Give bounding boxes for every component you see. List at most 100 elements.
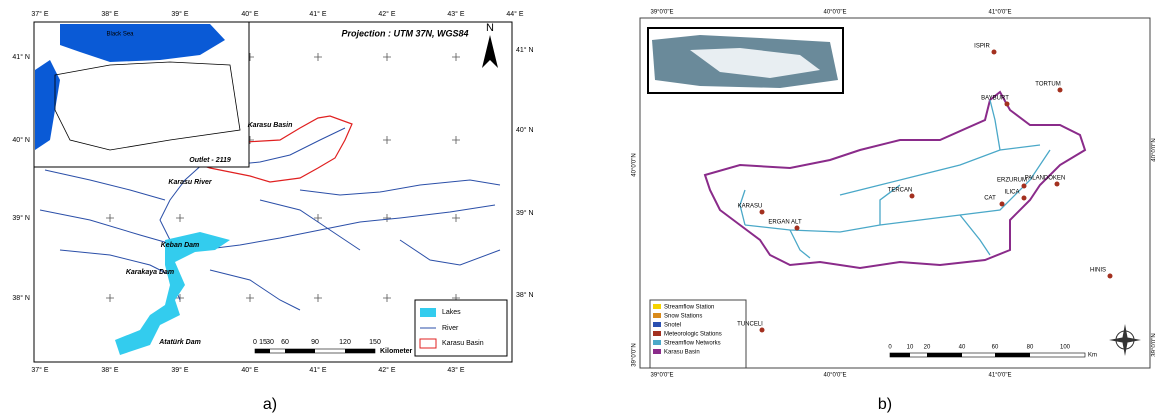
station-label: TUNCELI <box>737 322 763 328</box>
station-label: HINIS <box>1090 268 1106 274</box>
lon-label: 43° E <box>447 10 465 18</box>
lon-label: 41° E <box>309 10 327 18</box>
station-marker <box>760 210 765 215</box>
lon-label: 40°0'0"E <box>823 373 846 379</box>
legend-label: Snow Stations <box>664 314 702 320</box>
station-marker <box>1005 102 1010 107</box>
legend-label: Karasu Basin <box>664 350 700 356</box>
legend-swatch <box>653 322 661 327</box>
inset-label: Black Sea <box>106 32 134 38</box>
page: {"panel_a":{"label":"a)","projection":"P… <box>0 0 1155 420</box>
scale-unit: Km <box>1088 353 1097 359</box>
scale-label: 150 <box>369 339 381 346</box>
scale-label: 60 <box>992 345 999 351</box>
station-label: TERCAN <box>888 188 913 194</box>
scale-label: 80 <box>1027 345 1034 351</box>
panel-label: a) <box>263 396 277 413</box>
map-label: Karakaya Dam <box>126 269 174 276</box>
station-marker <box>1022 196 1027 201</box>
station-label: PALANDOKEN <box>1025 176 1066 182</box>
scale-bar <box>255 349 375 353</box>
lon-label: 39° E <box>171 10 189 18</box>
scale-label: 10 <box>907 345 914 351</box>
lat-label: 38° N <box>12 294 30 302</box>
scale-label: 90 <box>311 339 319 346</box>
lon-label: 40°0'0"E <box>823 10 846 16</box>
lat-label: 40° N <box>12 136 30 144</box>
lat-label: 40°0'0"N <box>1152 138 1155 161</box>
projection-label: Projection : UTM 37N, WGS84 <box>341 28 468 38</box>
scale-bar <box>890 353 1085 357</box>
station-marker <box>760 328 765 333</box>
legend-swatch <box>653 340 661 345</box>
lat-label: 39° N <box>516 209 534 217</box>
station-label: ISPIR <box>974 44 990 50</box>
lon-label: 39°0'0"E <box>650 10 673 16</box>
scale-label: 40 <box>959 345 966 351</box>
scale-unit: Kilometer <box>380 348 413 355</box>
lon-label: 37° E <box>31 10 49 18</box>
station-marker <box>1058 88 1063 93</box>
legend-swatch <box>653 313 661 318</box>
lat-label: 41° N <box>516 46 534 54</box>
legend-swatch <box>653 304 661 309</box>
lat-label: 41° N <box>12 53 30 61</box>
station-label: ERGAN ALT <box>768 220 802 226</box>
lat-label: 38° N <box>516 291 534 299</box>
station-label: BAYBURT <box>981 96 1009 102</box>
scale-label: 20 <box>924 345 931 351</box>
lon-label: 38° E <box>101 366 119 374</box>
lon-label: 40° E <box>241 10 259 18</box>
map-label: Karasu Basin <box>248 122 293 129</box>
station-marker <box>795 226 800 231</box>
lon-label: 39° E <box>171 366 189 374</box>
lon-label: 43° E <box>447 366 465 374</box>
panel-label: b) <box>878 396 892 413</box>
legend-swatch <box>653 349 661 354</box>
legend-swatch <box>653 331 661 336</box>
station-marker <box>910 194 915 199</box>
legend-swatch <box>420 308 436 317</box>
legend-label: Streamflow Networks <box>664 341 721 347</box>
map-label: Karasu River <box>168 179 212 186</box>
station-marker <box>1108 274 1113 279</box>
scale-label: 30 <box>266 339 274 346</box>
map-label: Keban Dam <box>161 242 200 249</box>
map-label: Atatürk Dam <box>158 339 201 346</box>
station-label: ILICA <box>1004 190 1019 196</box>
station-label: ERZURUM <box>997 178 1027 184</box>
lat-label: 39°0'0"N <box>632 343 638 366</box>
lon-label: 37° E <box>31 366 49 374</box>
lon-label: 42° E <box>378 10 396 18</box>
lat-label: 40° N <box>516 126 534 134</box>
legend-label: River <box>442 325 459 332</box>
station-marker <box>1055 182 1060 187</box>
lon-label: 41°0'0"E <box>988 10 1011 16</box>
station-marker <box>1000 202 1005 207</box>
north-label: N <box>486 22 494 34</box>
scale-label: 60 <box>281 339 289 346</box>
lon-label: 38° E <box>101 10 119 18</box>
figure: 37° E 38° E 39° E 40° E 41° E 42° E 43° E 44° E… <box>0 0 1155 420</box>
legend-label: Snotel <box>664 323 681 329</box>
lat-label: 39° N <box>12 214 30 222</box>
lon-label: 42° E <box>378 366 396 374</box>
lon-label: 39°0'0"E <box>650 373 673 379</box>
map-label: Outlet - 2119 <box>189 157 231 164</box>
legend-label: Streamflow Station <box>664 305 714 311</box>
lat-label: 40°0'0"N <box>632 153 638 176</box>
station-label: TORTUM <box>1035 82 1060 88</box>
station-label: KARASU <box>738 204 763 210</box>
lon-label: 41°0'0"E <box>988 373 1011 379</box>
lon-label: 41° E <box>309 366 327 374</box>
station-label: CAT <box>984 196 996 202</box>
scale-label: 0 <box>253 339 257 346</box>
scale-label: 120 <box>339 339 351 346</box>
station-marker <box>1022 184 1027 189</box>
legend-label: Lakes <box>442 309 461 316</box>
legend-label: Karasu Basin <box>442 340 484 347</box>
legend-label: Meteorologic Stations <box>664 332 722 338</box>
lon-label: 44° E <box>506 10 524 18</box>
station-marker <box>992 50 997 55</box>
scale-label: 100 <box>1060 345 1071 351</box>
